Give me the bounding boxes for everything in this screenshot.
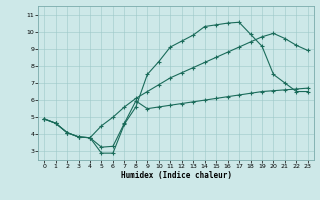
- X-axis label: Humidex (Indice chaleur): Humidex (Indice chaleur): [121, 171, 231, 180]
